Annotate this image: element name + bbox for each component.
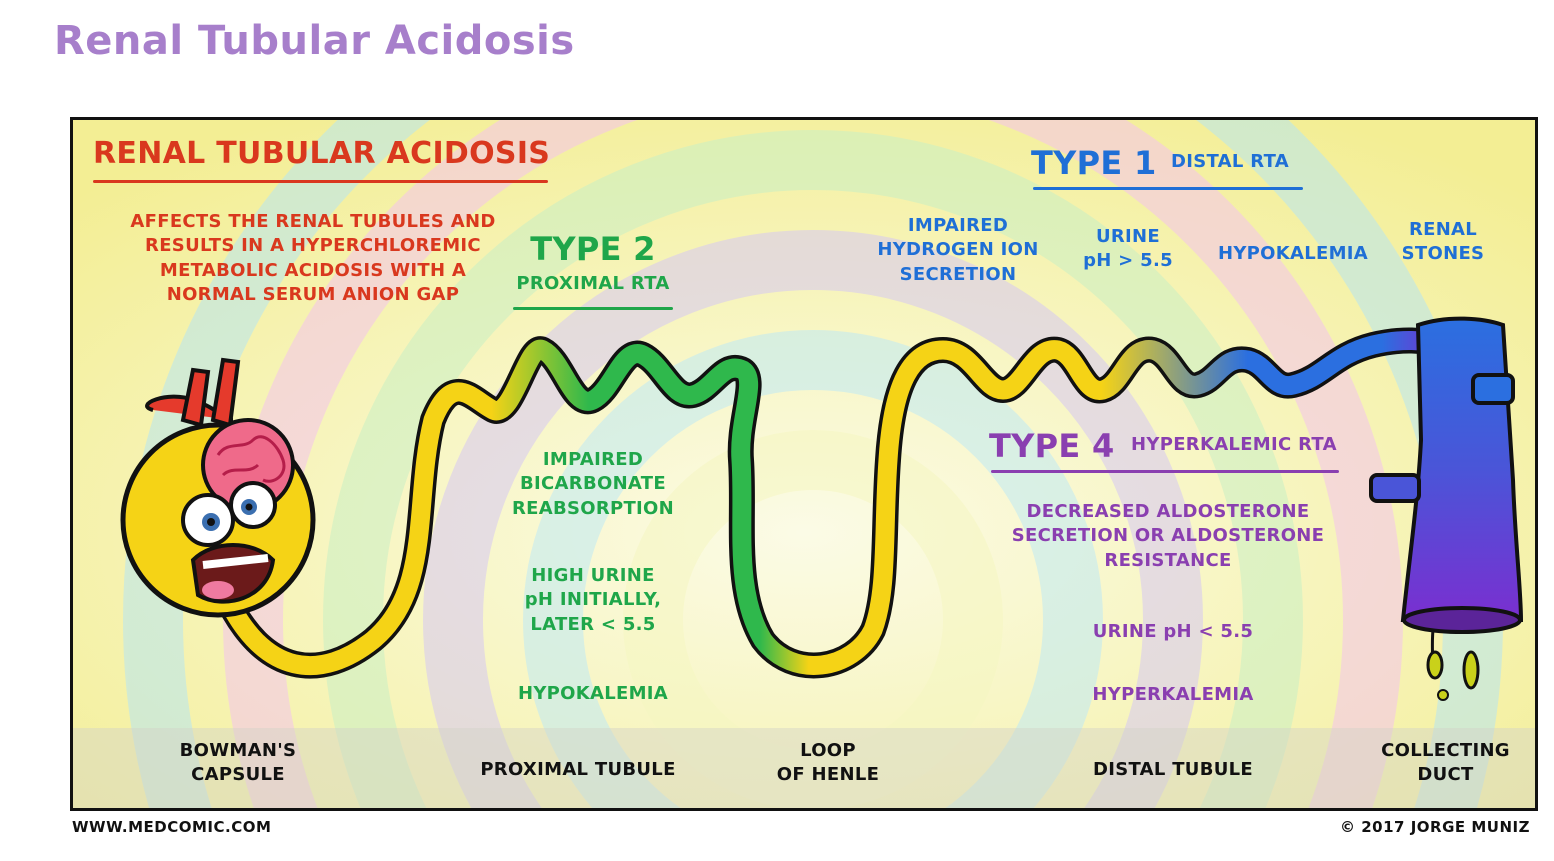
type4-underline [991,470,1339,473]
rta-comic-panel: RENAL TUBULAR ACIDOSIS AFFECTS THE RENAL… [70,117,1538,811]
type4-finding-aldosterone: DECREASED ALDOSTERONE SECRETION OR ALDOS… [1011,501,1325,571]
type2-finding-hypokalemia: HYPOKALEMIA [517,683,669,704]
footer-website: WWW.MEDCOMIC.COM [72,818,272,836]
page-title: Renal Tubular Acidosis [54,18,575,64]
type2-title: TYPE 2 [530,230,656,268]
segment-label-collecting: COLLECTING DUCT [1381,740,1510,786]
type4-finding-urine-ph: URINE pH < 5.5 [1092,621,1254,642]
type2-underline [513,307,673,310]
type1-title: TYPE 1 [1031,144,1157,182]
type1-finding-urine-ph: URINE pH > 5.5 [1083,226,1173,272]
type1-finding-hypokalemia: HYPOKALEMIA [1217,243,1369,264]
segment-label-loop: LOOP OF HENLE [776,740,880,786]
footer-copyright: © 2017 JORGE MUNIZ [1340,818,1530,836]
type1-finding-stones: RENAL STONES [1401,219,1485,265]
collecting-duct-shape [1400,316,1524,622]
type4-title: TYPE 4 [989,427,1115,465]
segment-label-distal: DISTAL TUBULE [1092,759,1254,780]
intro-text: AFFECTS THE RENAL TUBULES AND RESULTS IN… [130,211,496,306]
type1-underline [1033,187,1303,190]
heading-underline [93,180,548,183]
type2-finding-bicarbonate: IMPAIRED BICARBONATE REABSORPTION [511,449,675,519]
anatomy-label-band [73,728,1535,808]
comic-heading: RENAL TUBULAR ACIDOSIS [93,136,551,171]
type1-subtitle: DISTAL RTA [1171,151,1290,172]
nephron-illustration [120,316,1524,701]
type4-finding-hyperkalemia: HYPERKALEMIA [1092,684,1254,705]
bowmans-capsule-character [120,357,316,618]
comic-background [73,120,1535,808]
type4-subtitle: HYPERKALEMIC RTA [1131,434,1337,455]
segment-label-proximal: PROXIMAL TUBULE [480,759,676,780]
type2-finding-urine-ph: HIGH URINE pH INITIALLY, LATER < 5.5 [524,565,662,635]
segment-label-bowmans: BOWMAN'S CAPSULE [179,740,297,786]
type1-finding-hydrogen: IMPAIRED HYDROGEN ION SECRETION [877,215,1039,285]
type2-subtitle: PROXIMAL RTA [516,273,670,294]
